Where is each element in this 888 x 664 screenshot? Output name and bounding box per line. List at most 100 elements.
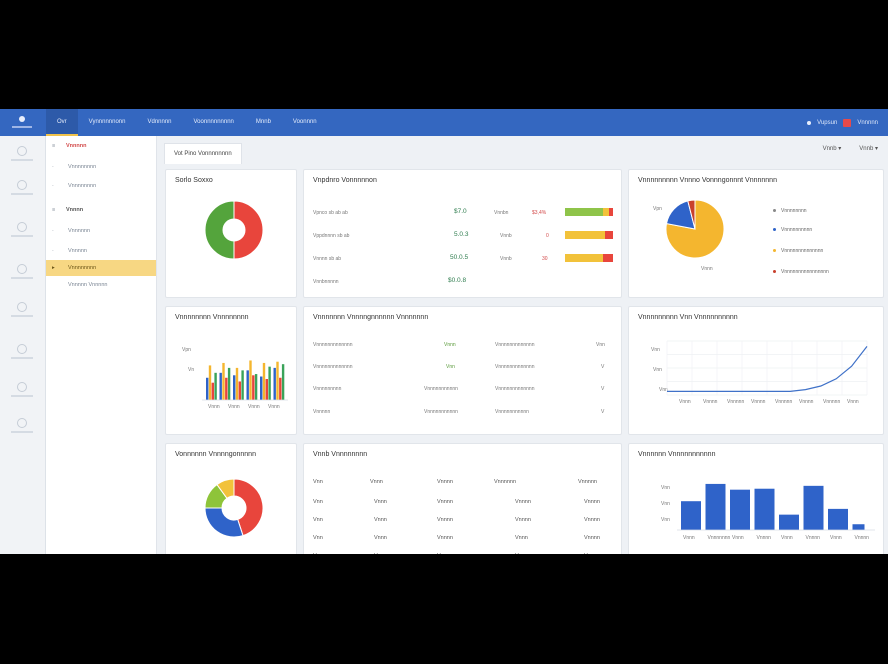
top-navigation-bar: Ovr Vynnnnnnonn Vdnnnnn Voonnnnnnnnn Mnn… xyxy=(0,109,888,136)
bullet-icon: · xyxy=(52,248,54,254)
bar xyxy=(681,501,701,530)
sidebar-item[interactable]: Vnnnnn Vnnnnn xyxy=(46,277,156,293)
user-name[interactable]: Vupsun xyxy=(817,119,838,126)
card-summary: Sorlo Soxxo xyxy=(165,169,297,298)
x-tick-label: Vnnn xyxy=(847,399,859,405)
users-icon[interactable] xyxy=(17,264,27,274)
bar xyxy=(225,377,228,400)
table-cell: Vnnnn xyxy=(515,517,531,523)
user-icon[interactable] xyxy=(807,120,812,125)
app-window: Ovr Vynnnnnnonn Vdnnnnn Voonnnnnnnnn Mnn… xyxy=(0,109,888,554)
sidebar-item[interactable]: · Vnnnnnnnn xyxy=(46,159,156,175)
metric-label: Vppdnnnn sb ab xyxy=(313,233,350,239)
x-tick-label: Vnnn xyxy=(208,404,220,410)
legend-swatch xyxy=(773,228,776,232)
sidebar-section-header[interactable]: ≡ Vnnnn xyxy=(46,202,156,218)
card-distribution: Vnnnnnnnnn Vnnno Vonnngonnnt Vnnnnnnn Vp… xyxy=(628,169,884,298)
top-nav-item-overview[interactable]: Ovr xyxy=(46,109,78,136)
list-label: Vnnnnnnnnnnnnn xyxy=(495,364,535,370)
rail-label xyxy=(11,357,33,359)
filter-dropdown[interactable]: Vnnb ▾ xyxy=(822,146,842,152)
metric-label: Vnnbnnnnn xyxy=(313,279,339,285)
sidebar-item-selected[interactable]: ▸ Vnnnnnnnn xyxy=(46,260,156,276)
bullet-icon: · xyxy=(52,183,54,189)
top-nav-item[interactable]: Vdnnnnn xyxy=(147,119,172,125)
help-icon[interactable] xyxy=(17,418,27,428)
sidebar-item[interactable]: · Vnnnnnnnn xyxy=(46,178,156,194)
card-customers: Vonnnnnn Vnnnngonnnnn xyxy=(165,443,297,554)
legend-label: Vnnnnnnnn xyxy=(781,208,807,214)
pie-slice xyxy=(233,478,264,537)
icon-rail xyxy=(0,136,46,554)
x-tick-label: Vnnn xyxy=(268,404,280,410)
reports-icon[interactable] xyxy=(17,222,27,232)
table-cell: Vnnnn xyxy=(584,499,600,505)
card-title: Vnnnnnnnnn Vnnno Vonnngonnnt Vnnnnnnn xyxy=(638,177,777,184)
card-title: Vnnb Vnnnnnnnn xyxy=(313,451,368,458)
rail-label xyxy=(11,193,33,195)
top-nav-item[interactable]: Voonnnnnnnnn xyxy=(193,119,234,125)
x-tick-label: Vnnn xyxy=(228,404,240,410)
x-tick-label: Vnnnn xyxy=(703,399,718,405)
sidebar-section-header[interactable]: ≡ Vnnnnn xyxy=(46,138,156,154)
sidebar-item[interactable]: · Vnnnnn xyxy=(46,243,156,259)
list-value: V xyxy=(601,386,605,392)
bar xyxy=(803,485,824,530)
sidebar-item-label: Vnnnnnnnn xyxy=(68,265,97,271)
y-tick-label: Vnn xyxy=(661,501,670,507)
y-tick-label: Vnn xyxy=(661,485,670,491)
metric-value: 5.0.3 xyxy=(454,231,469,238)
bar xyxy=(279,377,282,400)
view-dropdown[interactable]: Vnnb ▾ xyxy=(859,146,878,152)
card-performance: Vnnnnnnnn Vnnnnnnnn Vpn Vn Vnnn Vnnn Vnn… xyxy=(165,306,297,435)
x-tick-label: Vnnn xyxy=(732,535,744,541)
list-label: Vnnnnnnnnnnnnn xyxy=(495,342,535,348)
bar xyxy=(238,381,241,400)
bar xyxy=(852,524,865,530)
list-label: Vnnnnnnnnnnnnn xyxy=(313,342,353,348)
app-logo[interactable] xyxy=(10,113,34,132)
dashboard-icon[interactable] xyxy=(17,180,27,190)
x-tick-label: Vnnnnn xyxy=(775,399,793,405)
card-management: Vnnnnnnn Vnnnngnnnnnn Vnnnnnnn Vnnnnnnnn… xyxy=(303,306,622,435)
list-value: V xyxy=(601,409,605,415)
chart-icon[interactable] xyxy=(17,302,27,312)
rail-label xyxy=(11,235,33,237)
top-nav-item[interactable]: Vynnnnnnonn xyxy=(88,119,126,125)
metric-amount: $3,4% xyxy=(532,210,547,216)
bar xyxy=(273,367,276,400)
bar xyxy=(754,488,775,530)
inbox-icon[interactable] xyxy=(17,344,27,354)
legend-item: Vnnnnnnnnnnnnnn xyxy=(773,248,823,254)
table-cell: Vnnn xyxy=(374,535,387,541)
sidebar-item[interactable]: · Vnnnnnn xyxy=(46,223,156,239)
top-nav-item[interactable]: Voonnnn xyxy=(292,119,317,125)
table-cell: Vnnnn xyxy=(515,499,531,505)
home-icon[interactable] xyxy=(17,146,27,156)
x-tick-label: Vnnnn xyxy=(799,399,814,405)
rail-label xyxy=(11,277,33,279)
bullet-icon: · xyxy=(52,164,54,170)
x-tick-label: Vnnnn xyxy=(854,535,869,541)
pie-slice xyxy=(233,200,264,260)
top-nav-item[interactable]: Mnnb xyxy=(255,119,271,125)
top-nav: Ovr Vynnnnnnonn Vdnnnnn Voonnnnnnnnn Mnn… xyxy=(46,109,328,136)
table-header: Vnnnnn xyxy=(578,479,597,485)
settings-icon[interactable] xyxy=(17,382,27,392)
help-link[interactable]: Vnnnnn xyxy=(857,119,878,126)
table-cell: Vnnnn xyxy=(584,517,600,523)
bar xyxy=(252,375,255,400)
pie-slice xyxy=(687,199,696,230)
legend-label: Vnnnnnnnnnn xyxy=(781,227,813,233)
table-cell: Vnnnn xyxy=(584,553,600,554)
rail-label xyxy=(11,159,33,161)
notification-icon[interactable] xyxy=(843,118,852,127)
bar-chart xyxy=(202,360,288,401)
y-tick-label: Vnn xyxy=(661,517,670,523)
legend-item: Vnnnnnnnnnn xyxy=(773,227,812,233)
list-value: Vnnnnnnnnnnn xyxy=(424,409,458,415)
bar xyxy=(246,370,249,400)
tab-current[interactable]: Vot Pino Vonnnnnnnn xyxy=(164,143,242,164)
sidebar-item-label: Vnnnnnnnn xyxy=(68,183,97,189)
chevron-right-icon: ▸ xyxy=(52,265,55,271)
